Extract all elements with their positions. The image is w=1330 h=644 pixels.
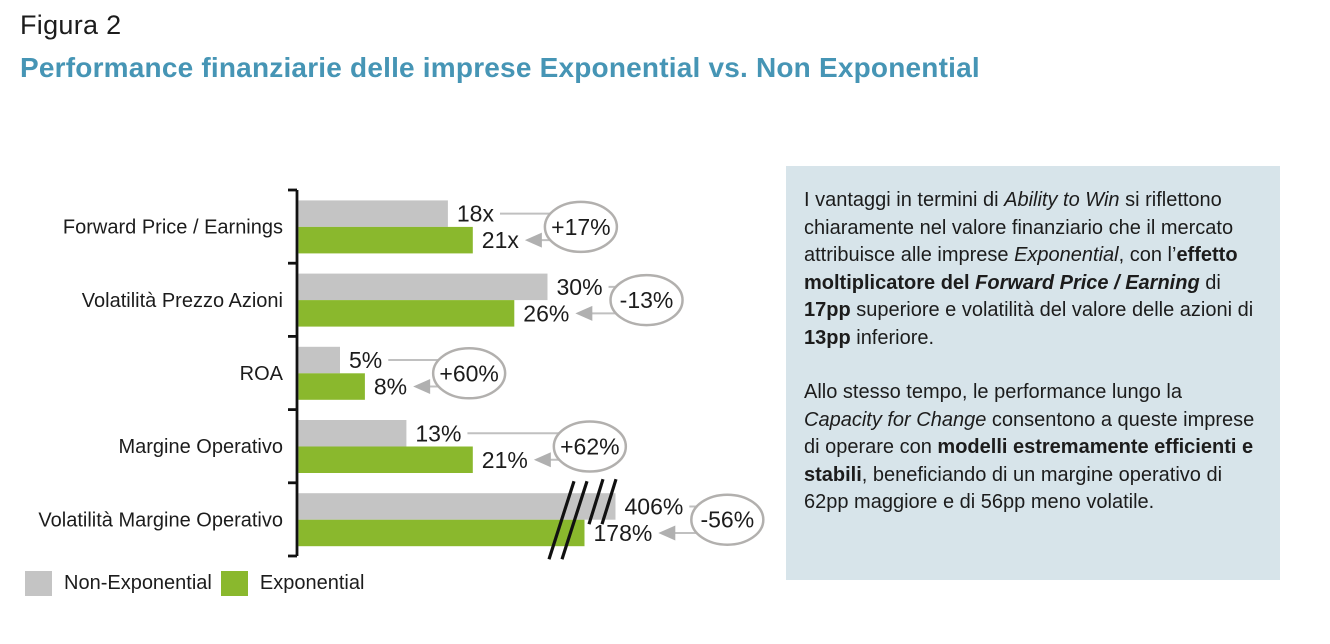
bar-non-exponential — [298, 420, 407, 447]
panel-paragraph-1: I vantaggi in termini di Ability to Win … — [804, 187, 1260, 352]
delta-label: +17% — [551, 214, 610, 240]
panel-text-segment: si riflettono chiaramente nel valore fin… — [804, 189, 1234, 266]
annotation-arrowhead — [533, 452, 551, 468]
category-label: Margine Operativo — [118, 436, 283, 458]
bar-exponential — [298, 373, 365, 400]
category-label: Forward Price / Earnings — [63, 217, 283, 239]
panel-text-segment: Forward Price / Earning — [975, 271, 1200, 294]
bar-exponential — [298, 519, 585, 547]
panel-text-segment: superiore e volatilità del valore delle … — [850, 299, 1254, 321]
bar-exponential — [298, 300, 515, 327]
value-label-exponential: 8% — [374, 374, 407, 400]
category-label: ROA — [240, 363, 284, 385]
panel-text-segment: inferiore. — [850, 326, 935, 349]
annotation-arrowhead — [575, 305, 593, 321]
bar-non-exponential — [298, 346, 340, 374]
panel-text-segment: Allo stesso tempo, le performance lungo … — [804, 381, 1182, 403]
value-label-exponential: 21% — [482, 447, 528, 473]
legend-label-exponential: Exponential — [259, 572, 365, 594]
panel-text-segment: di — [1199, 271, 1221, 294]
panel-text-segment: modelli estremamente efficienti e stabil… — [804, 436, 1254, 486]
panel-text-segment: Exponential — [1014, 244, 1119, 266]
value-label-exponential: 26% — [523, 300, 569, 326]
figure-label: Figura 2 — [20, 10, 122, 40]
panel-paragraph-2: Allo stesso tempo, le performance lungo … — [804, 379, 1260, 517]
category-label: Volatilità Margine Operativo — [38, 509, 283, 531]
legend-swatch-exponential — [220, 571, 248, 596]
panel-text-segment: consentono a queste imprese di operare c… — [804, 408, 1255, 459]
value-label-non-exponential: 406% — [625, 493, 684, 519]
axis-break-mark — [547, 480, 576, 560]
panel-text-segment: Capacity for Change — [804, 408, 987, 431]
value-label-non-exponential: 30% — [557, 274, 603, 300]
delta-label: +60% — [439, 360, 498, 386]
legend-swatch-non-exponential — [25, 571, 52, 596]
delta-ellipse — [690, 493, 765, 546]
commentary-panel: I vantaggi in termini di Ability to Win … — [786, 166, 1280, 580]
value-label-non-exponential: 18x — [457, 201, 495, 227]
axis-break-mark — [587, 478, 605, 525]
chart-legend: Non-Exponential Exponential — [25, 571, 373, 596]
panel-text-segment: I vantaggi in termini di — [804, 189, 1005, 211]
annotation-arrowhead — [658, 525, 676, 541]
delta-label: +62% — [560, 434, 619, 460]
figure-title: Performance finanziarie delle imprese Ex… — [20, 52, 980, 83]
value-label-non-exponential: 13% — [415, 420, 461, 446]
bar-exponential — [298, 446, 473, 473]
delta-ellipse — [431, 347, 507, 400]
bar-non-exponential — [298, 273, 548, 301]
delta-ellipse — [609, 273, 684, 327]
axis-break-mark — [600, 478, 618, 525]
panel-text-segment: Ability to Win — [1004, 189, 1120, 211]
bar-exponential — [298, 226, 473, 254]
panel-text-segment: , con l’ — [1118, 244, 1177, 266]
delta-label: -13% — [620, 287, 674, 313]
panel-text-segment: 13pp — [804, 326, 851, 349]
value-label-exponential: 21x — [482, 227, 520, 253]
bar-non-exponential — [298, 200, 448, 227]
category-label: Volatilità Prezzo Azioni — [82, 290, 283, 312]
annotation-arrowhead — [524, 232, 542, 248]
panel-text-segment: 17pp — [804, 299, 851, 321]
panel-text-segment: , beneficiando di un margine operativo d… — [804, 463, 1223, 514]
annotation-arrowhead — [413, 379, 431, 395]
legend-label-non-exponential: Non-Exponential — [64, 572, 212, 594]
value-label-non-exponential: 5% — [349, 347, 382, 373]
delta-label: -56% — [700, 507, 754, 533]
delta-ellipse — [543, 200, 619, 254]
panel-text-segment: effetto moltiplicatore del — [804, 244, 1238, 294]
delta-ellipse — [552, 420, 628, 473]
axis-break-mark — [560, 480, 589, 560]
